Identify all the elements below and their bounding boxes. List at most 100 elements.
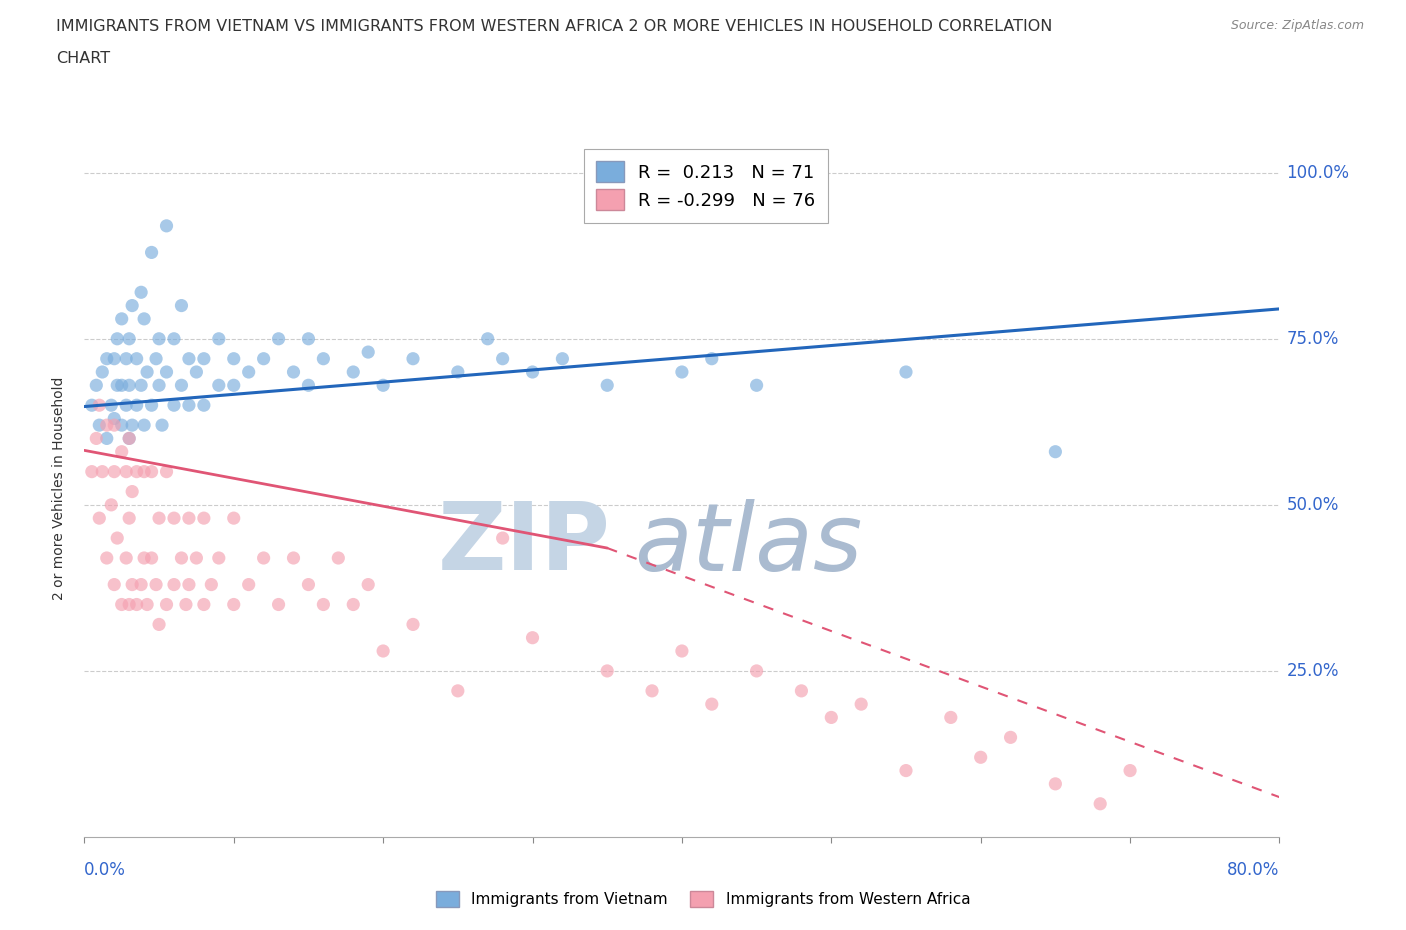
Point [96, 418, 118, 432]
Point [238, 365, 260, 379]
Point [447, 365, 470, 379]
Point [118, 378, 141, 392]
Point [132, 312, 156, 326]
Point [894, 764, 917, 778]
Text: 50.0%: 50.0% [1286, 496, 1339, 514]
Point [105, 378, 128, 392]
Legend: Immigrants from Vietnam, Immigrants from Western Africa: Immigrants from Vietnam, Immigrants from… [430, 884, 976, 913]
Point [163, 331, 186, 346]
Point [105, 331, 128, 346]
Point [267, 331, 290, 346]
Point [155, 597, 177, 612]
Point [222, 378, 245, 392]
Point [105, 531, 128, 546]
Text: IMMIGRANTS FROM VIETNAM VS IMMIGRANTS FROM WESTERN AFRICA 2 OR MORE VEHICLES IN : IMMIGRANTS FROM VIETNAM VS IMMIGRANTS FR… [56, 19, 1053, 33]
Point [163, 398, 186, 413]
Point [148, 617, 170, 631]
Point [596, 378, 619, 392]
Point [80, 464, 103, 479]
Point [89, 398, 111, 413]
Point [267, 597, 290, 612]
Point [939, 710, 962, 724]
Point [1088, 796, 1111, 811]
Point [121, 418, 143, 432]
Point [89, 511, 111, 525]
Point [641, 684, 664, 698]
Point [402, 617, 425, 631]
Point [103, 411, 125, 426]
Point [163, 578, 186, 592]
Point [186, 551, 208, 565]
Point [115, 398, 138, 413]
Point [177, 511, 200, 525]
Text: 75.0%: 75.0% [1286, 330, 1339, 348]
Point [118, 331, 141, 346]
Point [121, 578, 143, 592]
Point [125, 352, 148, 366]
Point [297, 331, 319, 346]
Point [100, 498, 122, 512]
Point [1045, 777, 1067, 791]
Point [200, 578, 222, 592]
Point [148, 378, 170, 392]
Point [177, 398, 200, 413]
Point [129, 378, 152, 392]
Point [492, 352, 515, 366]
Point [118, 431, 141, 445]
Point [132, 418, 156, 432]
Point [970, 750, 993, 764]
Point [357, 345, 380, 360]
Point [163, 511, 186, 525]
Text: atlas: atlas [634, 498, 862, 590]
Point [357, 578, 380, 592]
Point [115, 551, 138, 565]
Point [111, 418, 134, 432]
Point [111, 312, 134, 326]
Point [170, 299, 193, 313]
Point [222, 597, 245, 612]
Point [745, 378, 768, 392]
Point [222, 511, 245, 525]
Point [103, 464, 125, 479]
Point [121, 299, 143, 313]
Point [283, 551, 305, 565]
Text: ZIP: ZIP [437, 498, 610, 590]
Point [118, 511, 141, 525]
Point [155, 464, 177, 479]
Point [170, 551, 193, 565]
Point [125, 398, 148, 413]
Point [283, 365, 305, 379]
Point [208, 551, 231, 565]
Point [141, 398, 163, 413]
Point [492, 531, 515, 546]
Point [115, 352, 138, 366]
Point [238, 578, 260, 592]
Point [312, 597, 335, 612]
Point [136, 597, 159, 612]
Point [700, 352, 723, 366]
Point [208, 378, 231, 392]
Point [596, 663, 619, 678]
Point [1000, 730, 1022, 745]
Point [371, 378, 394, 392]
Point [297, 578, 319, 592]
Point [671, 365, 693, 379]
Point [745, 663, 768, 678]
Point [170, 378, 193, 392]
Point [141, 551, 163, 565]
Point [103, 352, 125, 366]
Point [89, 418, 111, 432]
Point [522, 631, 544, 645]
Point [222, 352, 245, 366]
Point [342, 365, 364, 379]
Point [80, 398, 103, 413]
Point [111, 445, 134, 459]
Point [342, 597, 364, 612]
Point [193, 398, 215, 413]
Point [111, 597, 134, 612]
Point [86, 431, 108, 445]
Point [96, 551, 118, 565]
Point [103, 418, 125, 432]
Point [700, 697, 723, 711]
Text: 100.0%: 100.0% [1286, 164, 1350, 181]
